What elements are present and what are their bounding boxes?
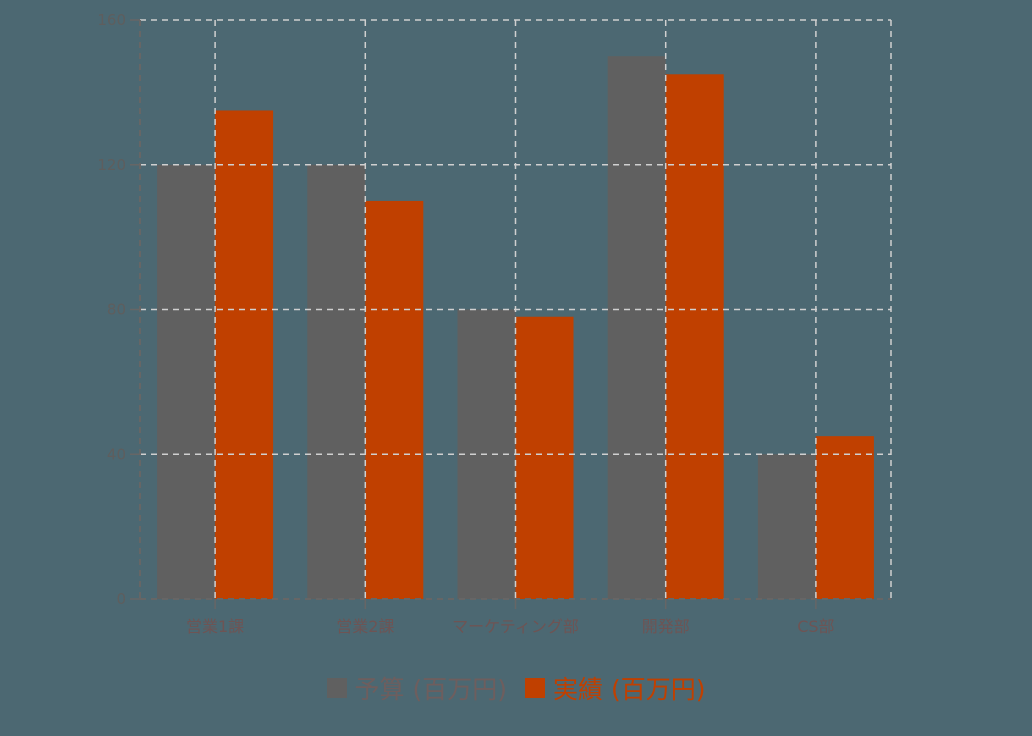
legend-label-actual: 実績 (百万円): [553, 675, 706, 704]
x-category-label: マーケティング部: [452, 617, 579, 636]
bar-budget[interactable]: [157, 164, 216, 599]
bar-actual[interactable]: [365, 200, 424, 599]
legend: 予算 (百万円) 実績 (百万円): [0, 670, 1032, 706]
legend-item-budget[interactable]: 予算 (百万円): [326, 670, 507, 706]
bar-actual[interactable]: [215, 110, 274, 599]
y-tick-label: 120: [97, 156, 126, 174]
legend-swatch-actual: [525, 678, 545, 698]
bar-chart: 0 40 80 120 160 営業1課 営業2課 マーケティング部 開発部 CS部: [97, 11, 892, 636]
y-tick-label: 80: [107, 301, 126, 319]
bar-budget[interactable]: [607, 56, 666, 599]
bar-budget[interactable]: [307, 164, 366, 599]
y-tick-label: 160: [97, 11, 126, 29]
x-category-label: 営業2課: [336, 617, 394, 636]
legend-item-actual[interactable]: 実績 (百万円): [525, 670, 705, 706]
legend-swatch-budget: [326, 678, 347, 698]
x-category-label: 開発部: [642, 617, 690, 636]
bar-budget[interactable]: [757, 454, 816, 599]
y-tick-label: 0: [116, 590, 126, 608]
x-category-label: CS部: [797, 617, 834, 636]
legend-label-budget: 予算 (百万円): [354, 675, 507, 704]
y-tick-label: 40: [107, 445, 126, 463]
bar-actual[interactable]: [515, 316, 574, 599]
x-category-label: 営業1課: [186, 617, 244, 636]
bar-actual[interactable]: [665, 74, 724, 599]
bar-actual[interactable]: [815, 436, 874, 599]
